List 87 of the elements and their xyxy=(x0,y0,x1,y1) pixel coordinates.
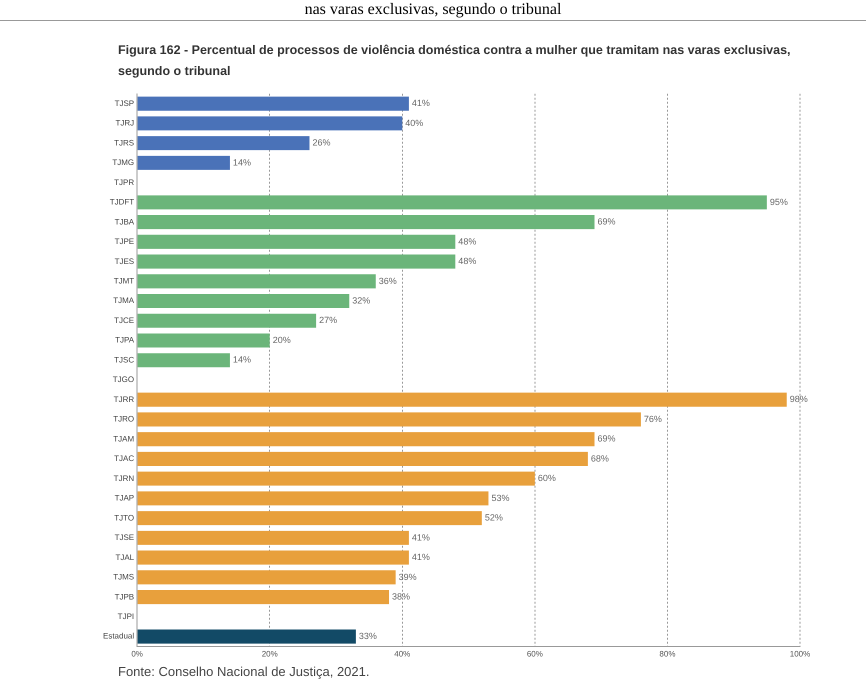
data-label: 38% xyxy=(392,592,410,602)
x-tick-label: 80% xyxy=(659,649,676,658)
bar xyxy=(138,96,409,111)
x-tick-label: 0% xyxy=(131,649,143,658)
source-note: Fonte: Conselho Nacional de Justiça, 2021. xyxy=(118,664,370,679)
data-label: 60% xyxy=(538,473,556,484)
bar xyxy=(138,432,595,446)
bar xyxy=(138,511,482,526)
bar xyxy=(138,353,230,368)
bar xyxy=(138,452,588,466)
data-label: 69% xyxy=(598,434,616,444)
bar xyxy=(138,472,535,486)
data-label: 27% xyxy=(319,315,338,326)
bar xyxy=(138,590,390,604)
y-tick-label: TJMG xyxy=(112,158,134,168)
data-label: 69% xyxy=(598,216,616,227)
y-tick-label: TJRR xyxy=(114,394,134,404)
bar xyxy=(138,392,787,407)
data-label: 48% xyxy=(458,236,476,246)
data-label: 48% xyxy=(458,256,476,266)
y-tick-label: TJRS xyxy=(114,138,134,148)
text: nas varas exclusivas, segundo o tribunal xyxy=(0,0,866,21)
data-label: 33% xyxy=(358,631,377,642)
y-tick-label: TJMA xyxy=(113,296,135,306)
bar xyxy=(138,530,409,545)
y-tick-label: TJAC xyxy=(114,454,134,464)
y-tick-label: TJMT xyxy=(114,276,134,286)
y-tick-label: TJPI xyxy=(118,612,134,621)
x-tick-label: 60% xyxy=(526,649,543,658)
data-label: 14% xyxy=(232,157,251,168)
bar xyxy=(138,412,641,426)
y-tick-label: TJPE xyxy=(114,237,134,246)
data-label: 36% xyxy=(378,276,397,286)
data-label: 20% xyxy=(272,334,291,345)
y-tick-label: TJES xyxy=(114,256,134,266)
y-tick-label: TJAM xyxy=(113,434,134,444)
y-tick-label: TJSE xyxy=(114,533,134,542)
y-tick-label: TJPR xyxy=(114,178,134,187)
bar xyxy=(138,136,310,150)
y-tick-label: TJTO xyxy=(114,513,134,522)
y-tick-label: TJAP xyxy=(114,494,134,503)
y-tick-label: TJPB xyxy=(114,592,134,602)
bar xyxy=(138,570,396,584)
bar xyxy=(138,630,356,644)
data-label: 41% xyxy=(412,552,430,562)
bar xyxy=(138,234,456,249)
data-label: 41% xyxy=(412,532,430,542)
y-tick-label: TJSP xyxy=(114,98,134,108)
y-tick-label: TJMS xyxy=(113,572,134,582)
data-label: 95% xyxy=(770,196,788,207)
bar xyxy=(138,314,316,328)
y-tick-label: TJDFT xyxy=(110,198,134,207)
y-tick-label: TJGO xyxy=(112,375,134,384)
y-tick-label: TJPA xyxy=(115,336,135,345)
data-label: 98% xyxy=(790,394,808,404)
data-label: 32% xyxy=(352,296,370,306)
data-label: 68% xyxy=(590,453,609,464)
data-label: 76% xyxy=(644,414,662,424)
x-tick-label: 40% xyxy=(394,649,410,658)
data-label: 53% xyxy=(491,492,510,503)
bar xyxy=(138,274,376,288)
y-tick-label: TJCE xyxy=(114,316,134,325)
data-label: 41% xyxy=(412,98,430,108)
data-label: 26% xyxy=(312,138,330,148)
bar xyxy=(138,294,350,308)
y-tick-label: TJRJ xyxy=(115,118,134,128)
data-label: 40% xyxy=(405,118,424,128)
x-tick-label: 20% xyxy=(262,649,278,658)
bar xyxy=(138,550,409,565)
bar xyxy=(138,195,767,210)
bar xyxy=(138,333,270,348)
chart-title: Figura 162 - Percentual de processos de violência doméstica contra a mulher que tramitam nas varas exclusivas, segundo o tribunal xyxy=(118,42,792,80)
bar xyxy=(138,491,488,506)
y-tick-label: TJBA xyxy=(114,217,135,226)
y-tick-label: TJRN xyxy=(114,474,134,483)
y-tick-label: Estadual xyxy=(102,632,134,641)
data-label: 39% xyxy=(398,572,417,582)
bar xyxy=(138,116,402,130)
data-label: 52% xyxy=(484,512,503,523)
bar xyxy=(138,254,456,269)
data-label: 14% xyxy=(232,354,251,365)
bar xyxy=(138,215,595,230)
y-tick-label: TJAL xyxy=(115,552,135,562)
bar xyxy=(138,156,230,170)
y-tick-label: TJRO xyxy=(113,414,134,424)
y-tick-label: TJSC xyxy=(114,355,134,364)
x-tick-label: 100% xyxy=(790,649,810,658)
